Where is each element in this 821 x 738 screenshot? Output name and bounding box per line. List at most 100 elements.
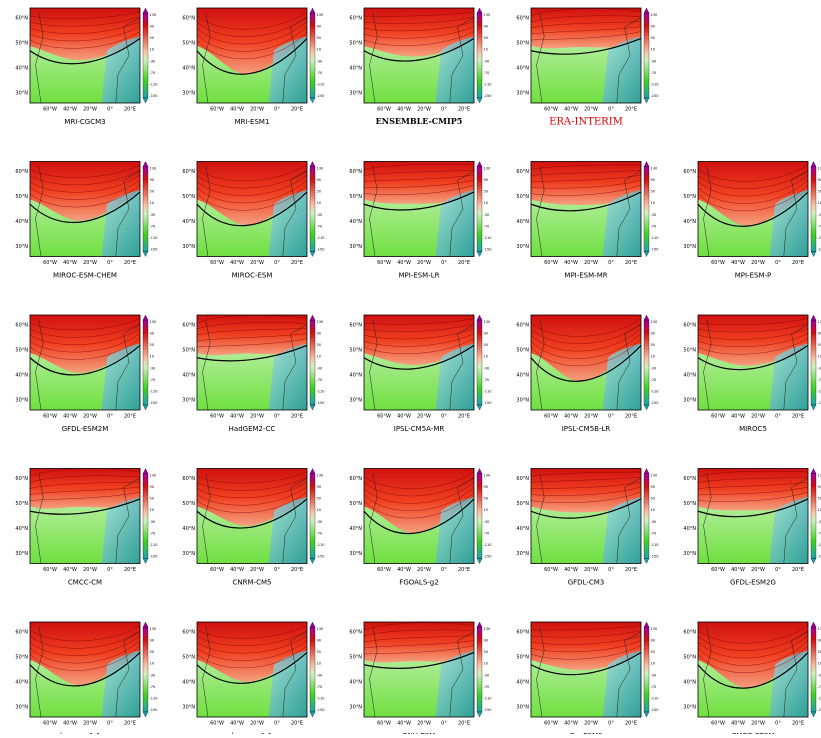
colorbar-label: -70 [484,378,490,382]
colorbar-label: -30 [317,213,323,217]
lat-label: 50°N [349,41,362,47]
lat-label: 60°N [349,169,362,175]
colorbar-label: -110 [150,389,158,393]
colorbar-label: 130 [484,320,491,324]
colorbar-label: -110 [818,696,821,700]
lon-label: 60°W [210,107,224,113]
colorbar-arrow [143,622,148,627]
colorbar-label: -150 [651,94,659,98]
colorbar-arrow [477,252,482,257]
colorbar-label: 50 [484,343,488,347]
lon-label: 0° [775,567,781,573]
colorbar-label: 130 [651,167,658,171]
colorbar-label: -150 [484,555,492,559]
colorbar-label: 90 [317,25,321,29]
colorbar-label: -150 [150,94,158,98]
lat-label: 50°N [683,194,696,200]
lat-label: 30°N [516,91,529,97]
lat-label: 50°N [349,501,362,507]
lon-label: 20°W [751,414,765,420]
lon-label: 20°W [417,567,431,573]
lon-label: 40°W [731,260,745,266]
colorbar-label: -70 [150,685,156,689]
colorbar-label: -30 [150,520,156,524]
lat-label: 40°N [15,680,28,686]
lat-label: 60°N [182,169,195,175]
colorbar [310,13,315,98]
map-panel: 60°N50°N40°N30°N60°W40°W20°W0°20°E130905… [683,469,821,587]
lon-label: 60°W [544,721,558,727]
map-panel: 60°N50°N40°N30°N60°W40°W20°W0°20°E130905… [683,162,821,280]
lon-label: 40°W [564,414,578,420]
colorbar-label: 10 [150,508,154,512]
panel-title: MPI-ESM-LR [398,272,439,280]
lon-label: 20°W [83,107,97,113]
lat-label: 50°N [182,41,195,47]
colorbar-arrow [143,315,148,320]
colorbar-arrow [143,98,148,103]
colorbar-arrow [811,162,816,167]
lon-label: 60°W [377,567,391,573]
colorbar-label: -150 [150,248,158,252]
colorbar-label: -150 [150,555,158,559]
lon-label: 60°W [210,567,224,573]
lon-label: 20°W [250,107,264,113]
lat-label: 60°N [516,323,529,329]
lat-label: 60°N [15,630,28,636]
colorbar-arrow [143,252,148,257]
colorbar-arrow [310,162,315,167]
lat-label: 60°N [349,630,362,636]
colorbar [477,474,482,559]
colorbar-label: -110 [150,543,158,547]
lon-label: 40°W [397,414,411,420]
colorbar-label: -150 [818,401,821,405]
colorbar-arrow [644,315,649,320]
colorbar-label: 10 [150,48,154,52]
lon-label: 0° [775,721,781,727]
colorbar-label: 90 [484,639,488,643]
colorbar-label: 130 [484,167,491,171]
colorbar [811,167,816,252]
colorbar-label: 130 [484,474,491,478]
colorbar-label: 10 [818,201,821,205]
lat-label: 50°N [15,41,28,47]
lon-label: 20°E [291,721,303,727]
lon-label: 0° [441,567,447,573]
colorbar-label: 130 [150,320,157,324]
lat-label: 60°N [15,323,28,329]
lat-label: 60°N [349,16,362,22]
colorbar-arrow [310,559,315,564]
colorbar-label: 130 [317,13,324,17]
lon-label: 20°E [124,260,136,266]
colorbar-label: -150 [317,555,325,559]
lat-label: 30°N [516,551,529,557]
lat-label: 50°N [349,348,362,354]
colorbar-arrow [644,559,649,564]
colorbar [811,474,816,559]
lat-label: 30°N [349,91,362,97]
lon-label: 20°E [625,107,637,113]
colorbar [310,627,315,712]
lat-label: 50°N [15,501,28,507]
colorbar-label: 10 [651,662,655,666]
lat-label: 40°N [349,526,362,532]
lat-label: 50°N [15,655,28,661]
colorbar-label: -110 [317,82,325,86]
colorbar-label: -150 [651,708,659,712]
lat-label: 50°N [683,501,696,507]
lon-label: 60°W [43,107,57,113]
lat-label: 60°N [15,476,28,482]
lon-label: 60°W [43,721,57,727]
lon-label: 60°W [43,260,57,266]
colorbar-arrow [310,469,315,474]
colorbar-arrow [644,98,649,103]
colorbar-label: -70 [150,531,156,535]
lon-label: 0° [274,260,280,266]
colorbar-label: -110 [484,696,492,700]
panel-title: IPSL-CM5B-LR [562,425,611,433]
lon-label: 20°W [417,414,431,420]
colorbar [310,167,315,252]
colorbar-label: -30 [150,366,156,370]
